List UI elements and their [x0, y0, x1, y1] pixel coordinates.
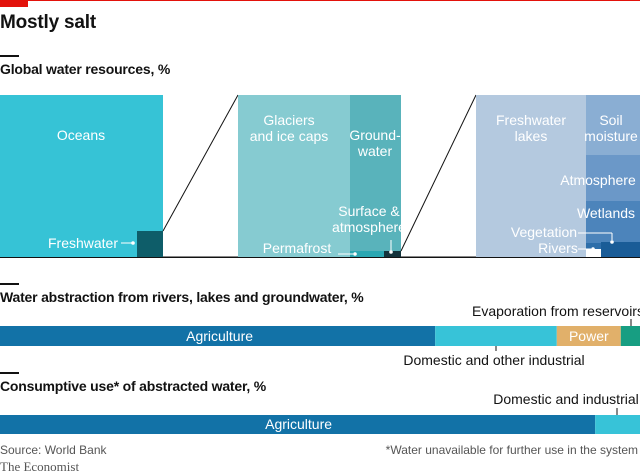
- atmosphere-bar: [586, 155, 640, 201]
- wetlands-bar: [586, 201, 640, 243]
- abstraction-power-label: Power: [569, 328, 609, 344]
- soil-moisture-label: Soil: [599, 112, 622, 128]
- consumptive-agriculture-label: Agriculture: [265, 416, 332, 432]
- abstraction-bar-1: [0, 326, 436, 346]
- vegetation-label: Vegetation: [511, 224, 577, 240]
- lakes-label: lakes: [515, 128, 548, 144]
- permafrost-label: Permafrost: [263, 240, 332, 256]
- groundwater-label: Ground-: [349, 127, 401, 143]
- section-dash: [0, 372, 19, 374]
- soil-moisture-bar: [586, 95, 640, 155]
- freshwater-label: Freshwater: [48, 235, 118, 251]
- rivers-label: Rivers: [538, 240, 578, 256]
- rivers-bar: [601, 242, 640, 257]
- top-accent-rule: [0, 0, 640, 1]
- glaciers-label: and ice caps: [250, 128, 329, 144]
- soil-moisture-label: moisture: [584, 128, 638, 144]
- groundwater-label: water: [357, 143, 393, 159]
- abstraction-bar-3: [556, 326, 621, 346]
- consumptive-bar-2: [595, 415, 640, 434]
- abstraction-domestic-label: Domestic and other industrial: [403, 352, 584, 368]
- freshwater-pointer-dot: [131, 241, 135, 245]
- zoom-connector: [162, 94, 239, 232]
- rivers-pointer-dot: [591, 247, 595, 251]
- consumptive-bar-1: [0, 415, 596, 434]
- vegetation-pointer-dot: [610, 240, 614, 244]
- abstraction-subtitle: Water abstraction from rivers, lakes and…: [0, 289, 364, 305]
- surface-atmosphere-label: Surface &: [338, 203, 400, 219]
- surface-atmosphere-bar: [384, 251, 401, 257]
- atmosphere-label: Atmosphere: [560, 172, 636, 188]
- lakes-bar: [476, 95, 586, 257]
- abstraction-bar-2: [435, 326, 557, 346]
- brand-logo: The Economist: [0, 459, 80, 474]
- wetlands-label: Wetlands: [577, 205, 635, 221]
- glaciers-label: Glaciers: [263, 112, 314, 128]
- surface-atmosphere-label: atmosphere: [332, 219, 406, 235]
- section-dash: [0, 283, 19, 285]
- abstraction-agriculture-label: Agriculture: [186, 328, 253, 344]
- section-dash: [0, 55, 19, 57]
- freshwater-bar: [137, 231, 163, 257]
- resources-subtitle: Global water resources, %: [0, 61, 171, 77]
- abstraction-bar-4: [620, 326, 640, 346]
- groundwater-bar: [350, 95, 401, 251]
- consumptive-subtitle: Consumptive use* of abstracted water, %: [0, 378, 267, 394]
- lakes-label: Freshwater: [496, 112, 566, 128]
- source-note: Source: World Bank: [0, 443, 107, 457]
- glaciers-bar: [238, 95, 350, 257]
- zoom-connector: [400, 94, 477, 252]
- oceans-bar: [0, 95, 163, 257]
- permafrost-bar: [350, 251, 385, 257]
- consumptive-domestic-label: Domestic and industrial: [493, 391, 639, 407]
- surface-pointer-dot: [389, 250, 393, 254]
- footnote: *Water unavailable for further use in th…: [385, 443, 638, 457]
- permafrost-pointer-dot: [353, 252, 357, 256]
- chart-title: Mostly salt: [0, 12, 96, 33]
- accent-tag: [0, 0, 28, 7]
- oceans-label: Oceans: [57, 127, 105, 143]
- abstraction-evaporation-label: Evaporation from reservoirs: [472, 303, 640, 319]
